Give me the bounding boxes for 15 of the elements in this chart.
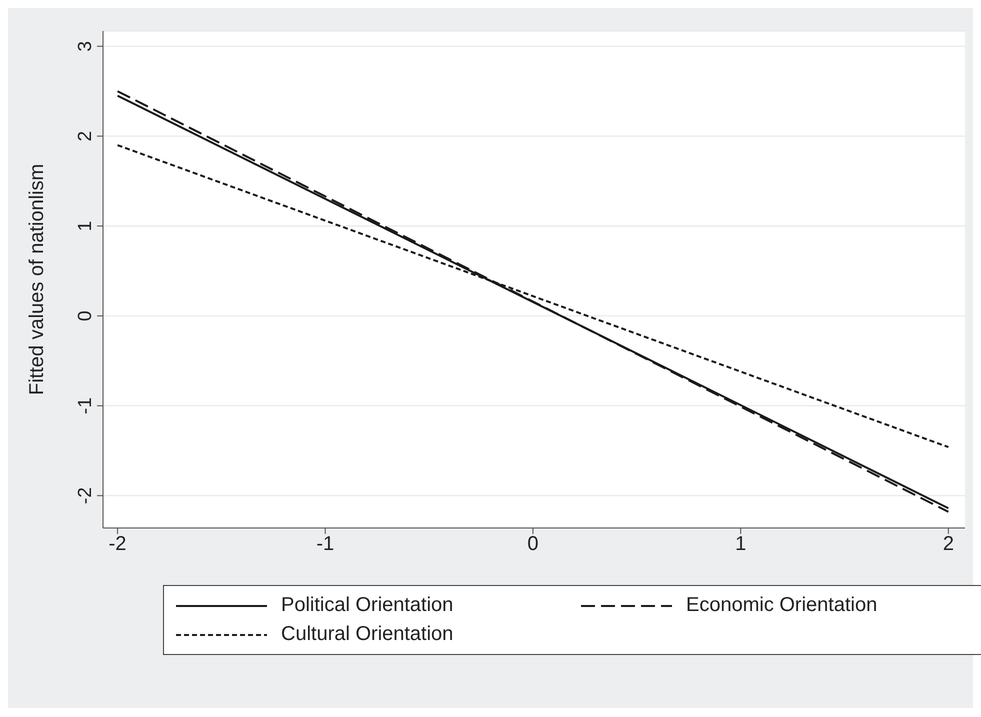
x-tick-label: 0 — [527, 533, 539, 556]
x-tick-label: 2 — [942, 533, 954, 556]
x-tick-label: 1 — [735, 533, 746, 556]
y-tick-label: 1 — [75, 220, 96, 232]
y-tick-label: -1 — [75, 397, 96, 414]
y-tick-label: 3 — [75, 40, 96, 52]
legend-label: Economic Orientation — [686, 594, 878, 617]
y-axis-title: Fitted values of nationlism — [26, 164, 48, 396]
y-tick-label: 2 — [75, 130, 96, 142]
y-tick-label: 0 — [75, 310, 96, 322]
legend-label: Political Orientation — [281, 594, 454, 617]
x-tick-label: -2 — [108, 533, 126, 556]
y-tick-label: -2 — [75, 487, 96, 504]
legend-label: Cultural Orientation — [281, 623, 454, 646]
x-tick-label: -1 — [316, 533, 334, 556]
